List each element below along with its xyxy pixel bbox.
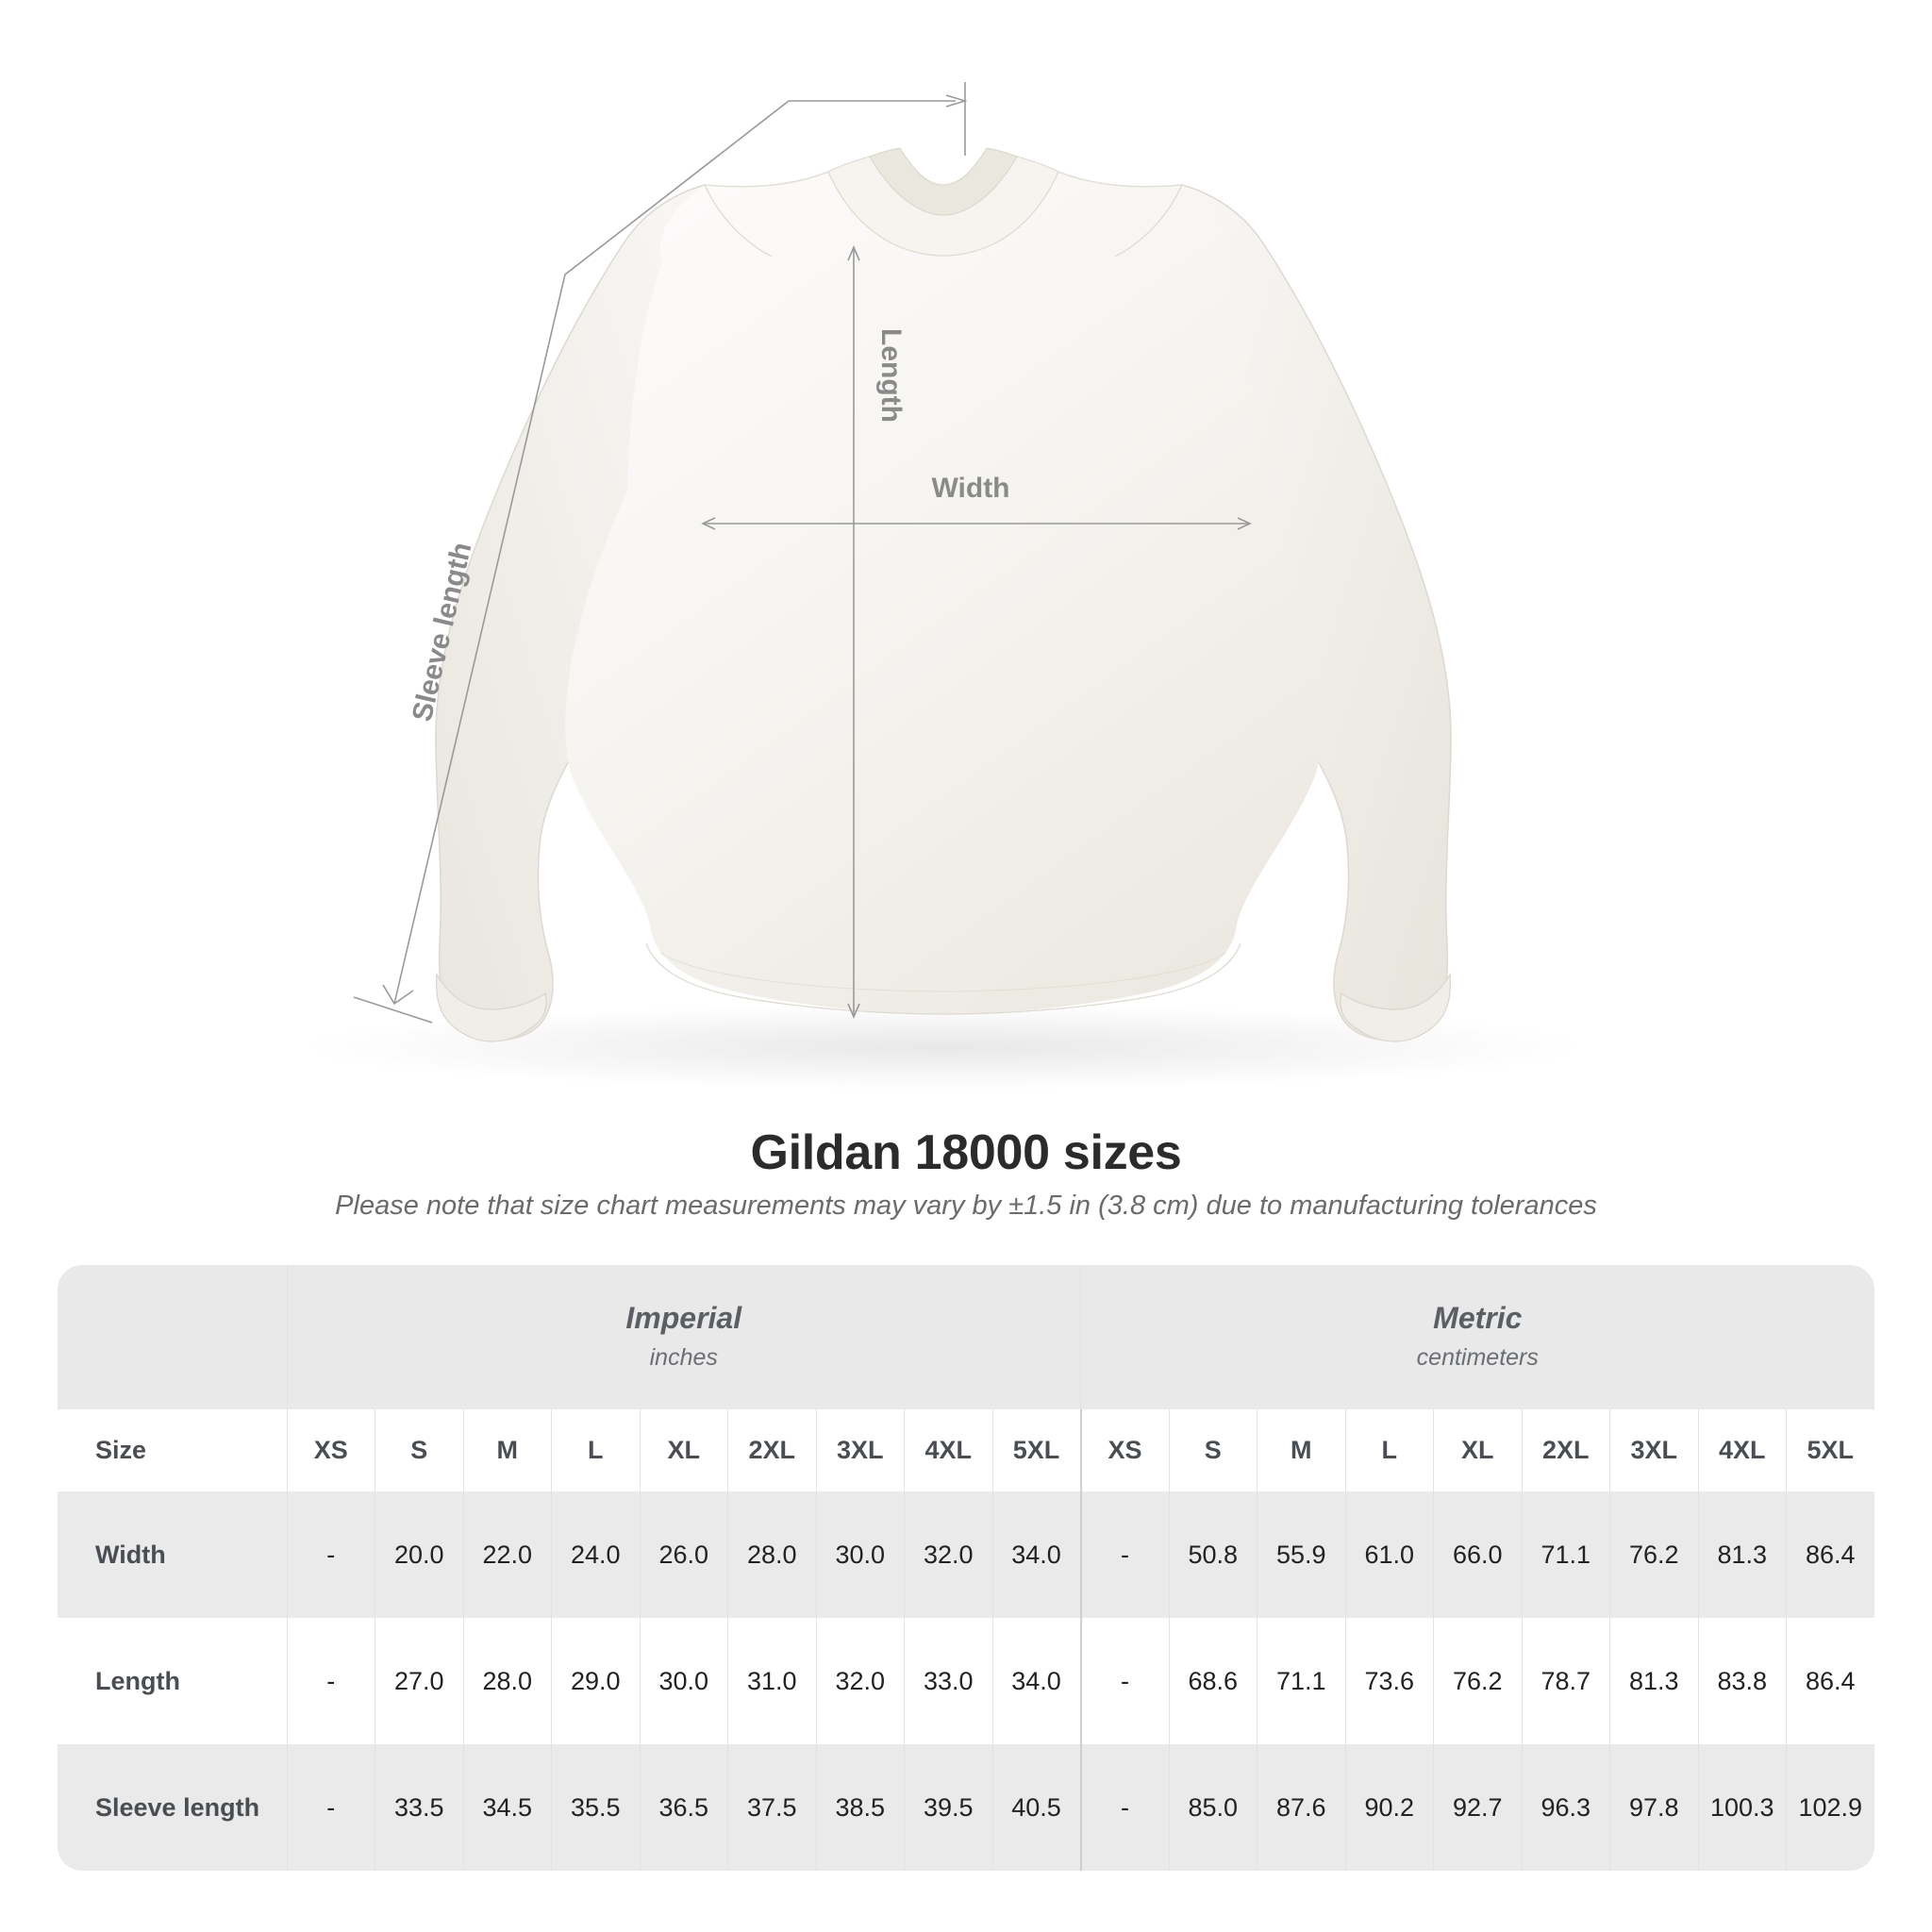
svg-text:Width: Width	[931, 473, 1009, 504]
svg-text:Length: Length	[875, 328, 907, 423]
